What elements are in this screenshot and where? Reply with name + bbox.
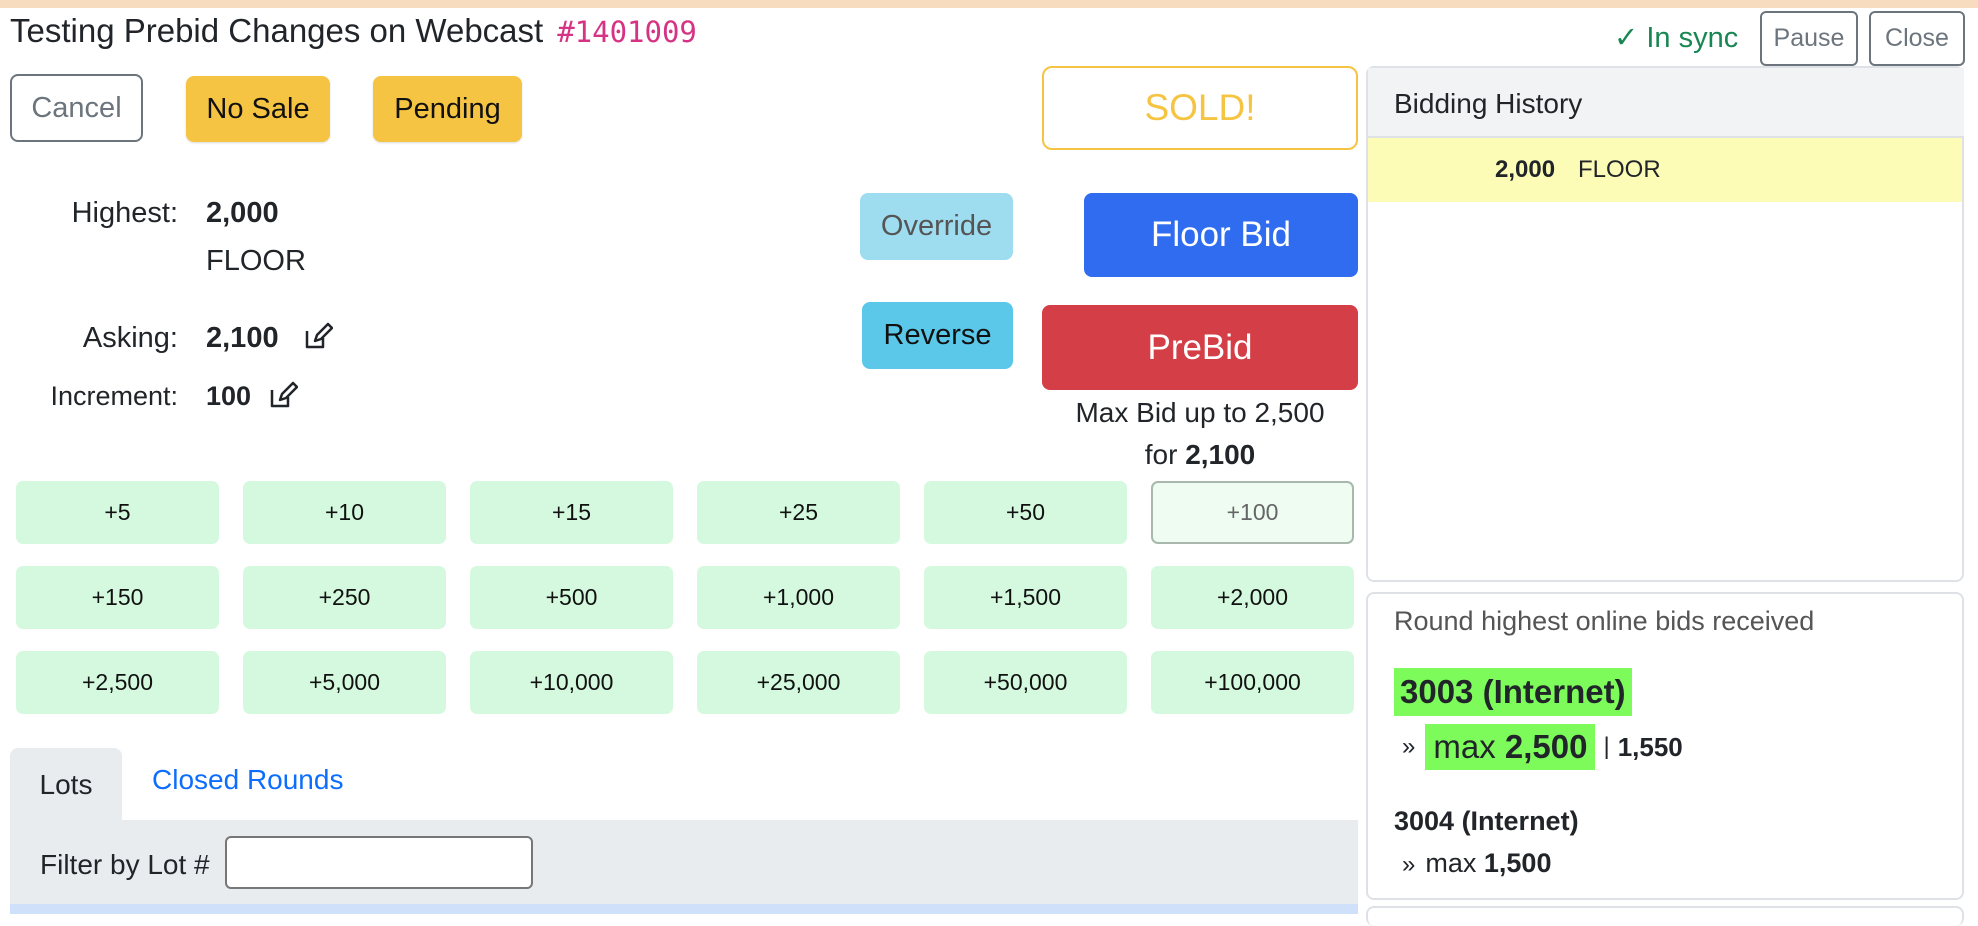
sync-status: ✓ In sync xyxy=(1614,22,1739,54)
prebid-button[interactable]: PreBid xyxy=(1042,305,1358,390)
bidder-3004-max: » max 1,500 xyxy=(1402,848,1552,878)
sold-button[interactable]: SOLD! xyxy=(1042,66,1358,150)
top-accent-strip xyxy=(0,0,1978,8)
history-source: FLOOR xyxy=(1578,156,1661,183)
asking-value: 2,100 xyxy=(206,322,279,354)
highest-value: 2,000 xyxy=(206,197,279,229)
increment-button[interactable]: +150 xyxy=(16,566,219,629)
lots-list-row xyxy=(10,904,1358,914)
increment-button[interactable]: +1,000 xyxy=(697,566,900,629)
lot-filter-input[interactable] xyxy=(225,836,533,889)
bidder-3004: 3004 (Internet) xyxy=(1394,806,1579,836)
auction-title: Testing Prebid Changes on Webcast xyxy=(10,12,544,49)
increment-button[interactable]: +500 xyxy=(470,566,673,629)
max-bid-info: Max Bid up to 2,500 for 2,100 xyxy=(1042,392,1358,476)
increment-button[interactable]: +5,000 xyxy=(243,651,446,714)
history-row: 2,000 FLOOR xyxy=(1368,138,1962,202)
increment-button[interactable]: +50 xyxy=(924,481,1127,544)
increment-button[interactable]: +2,500 xyxy=(16,651,219,714)
reverse-button[interactable]: Reverse xyxy=(862,302,1013,369)
increment-label: Increment: xyxy=(50,381,178,411)
increment-button[interactable]: +10,000 xyxy=(470,651,673,714)
next-panel xyxy=(1366,906,1964,926)
floor-bid-button[interactable]: Floor Bid xyxy=(1084,193,1358,277)
no-sale-button[interactable]: No Sale xyxy=(186,76,330,142)
increment-button[interactable]: +25,000 xyxy=(697,651,900,714)
page-title: Testing Prebid Changes on Webcast #140100… xyxy=(10,12,697,50)
max-bid-for: for 2,100 xyxy=(1144,439,1256,470)
increment-button[interactable]: +25 xyxy=(697,481,900,544)
max-bid-text: Max Bid up to 2,500 xyxy=(1075,397,1325,428)
increment-button[interactable]: +15 xyxy=(470,481,673,544)
increment-value: 100 xyxy=(206,381,252,411)
highest-label: Highest: xyxy=(71,197,178,229)
tab-lots[interactable]: Lots xyxy=(10,748,122,822)
edit-increment-icon[interactable] xyxy=(268,381,299,416)
filter-label: Filter by Lot # xyxy=(40,849,210,880)
cancel-button[interactable]: Cancel xyxy=(10,74,143,142)
bidder-3003-max: » max 2,500 | 1,550 xyxy=(1400,722,1683,772)
asking-label: Asking: xyxy=(82,322,178,354)
bidder-3003: 3003 (Internet) xyxy=(1394,668,1632,716)
increment-button[interactable]: +50,000 xyxy=(924,651,1127,714)
increment-button[interactable]: +10 xyxy=(243,481,446,544)
override-button[interactable]: Override xyxy=(860,193,1013,260)
increment-button[interactable]: +5 xyxy=(16,481,219,544)
highest-source: FLOOR xyxy=(206,245,306,277)
tab-closed-rounds[interactable]: Closed Rounds xyxy=(152,764,344,795)
increment-button[interactable]: +2,000 xyxy=(1151,566,1354,629)
pause-button[interactable]: Pause xyxy=(1760,11,1858,66)
increment-button[interactable]: +100,000 xyxy=(1151,651,1354,714)
lot-reference: #1401009 xyxy=(557,15,697,49)
increment-button[interactable]: +1,500 xyxy=(924,566,1127,629)
pending-button[interactable]: Pending xyxy=(373,76,522,142)
increment-button[interactable]: +100 xyxy=(1151,481,1354,544)
round-bids-title: Round highest online bids received xyxy=(1394,606,1815,636)
lots-filter-panel xyxy=(10,820,1358,914)
bidding-history-title: Bidding History xyxy=(1368,68,1964,138)
close-button[interactable]: Close xyxy=(1869,11,1965,66)
history-amount: 2,000 xyxy=(1495,156,1556,183)
increment-button[interactable]: +250 xyxy=(243,566,446,629)
edit-asking-icon[interactable] xyxy=(303,322,334,357)
